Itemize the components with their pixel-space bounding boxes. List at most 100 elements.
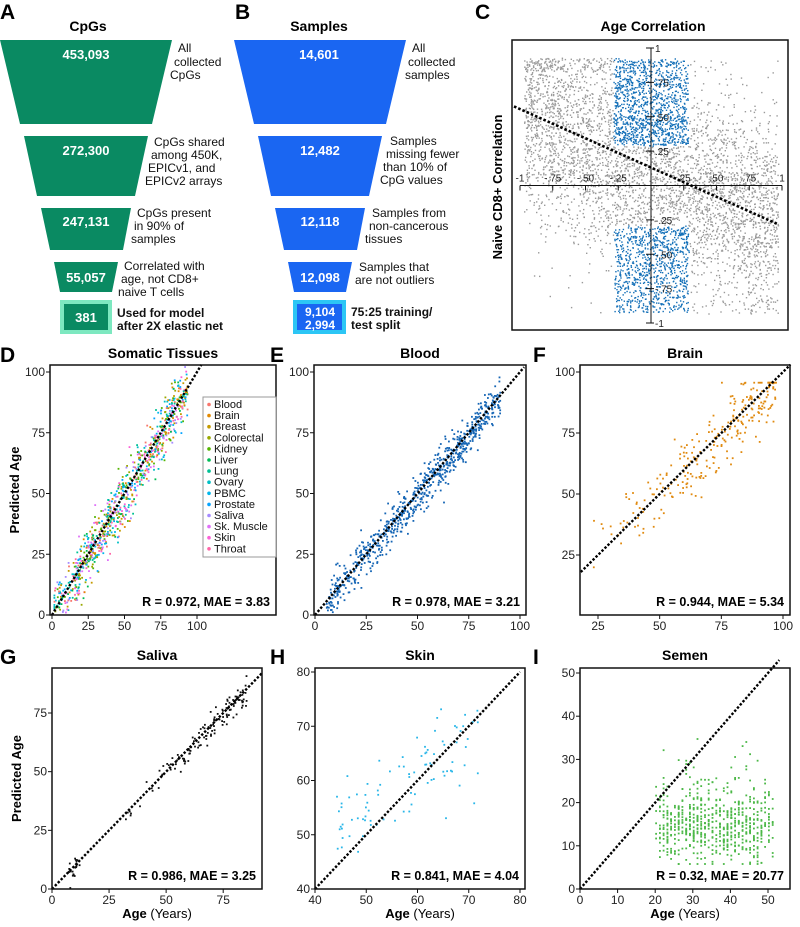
data-point (755, 223, 757, 225)
data-point (708, 209, 711, 211)
data-point (546, 224, 549, 226)
data-point (624, 204, 626, 206)
data-point (695, 143, 698, 146)
data-point (607, 165, 609, 167)
data-point (564, 168, 566, 170)
data-point (656, 264, 659, 266)
data-point (639, 212, 641, 214)
data-point (770, 175, 772, 178)
data-point (739, 226, 741, 228)
data-point (583, 196, 585, 198)
data-point (662, 207, 665, 209)
data-point (605, 192, 607, 195)
data-point (614, 130, 616, 132)
data-point (677, 264, 680, 266)
data-point (688, 190, 690, 192)
data-point (531, 138, 534, 141)
data-point (567, 105, 569, 107)
data-point (664, 117, 666, 120)
data-point (573, 174, 575, 176)
data-point (552, 172, 554, 175)
data-point (699, 230, 701, 232)
data-point (617, 71, 619, 74)
data-point (727, 129, 729, 132)
data-point (717, 236, 719, 238)
data-point (655, 232, 657, 234)
data-point (575, 73, 577, 76)
data-point (698, 208, 700, 210)
data-point (570, 306, 573, 309)
data-point (539, 275, 541, 278)
data-point (524, 142, 526, 144)
data-point (765, 264, 767, 267)
data-point (622, 194, 624, 197)
data-point (638, 99, 640, 101)
data-point (683, 120, 685, 123)
data-point (759, 122, 761, 125)
data-point (664, 140, 666, 143)
data-point (578, 59, 580, 62)
data-point (538, 98, 540, 100)
data-point (558, 164, 560, 166)
data-point (615, 76, 617, 78)
data-point (764, 155, 766, 158)
data-point (714, 137, 716, 139)
data-point (754, 237, 757, 239)
data-point (771, 234, 773, 236)
data-point (660, 265, 662, 268)
data-point (760, 214, 763, 217)
data-point (710, 186, 713, 188)
data-point (745, 172, 747, 174)
data-point (640, 252, 643, 254)
data-point (637, 60, 640, 63)
data-point (716, 189, 719, 191)
data-point (663, 202, 665, 204)
data-point (580, 71, 582, 73)
data-point (578, 222, 580, 224)
data-point (739, 128, 742, 130)
data-point (569, 275, 571, 277)
data-point (547, 94, 549, 96)
data-point (750, 153, 752, 155)
data-point (608, 119, 610, 121)
data-point (733, 142, 735, 145)
data-point (615, 136, 617, 138)
data-point (700, 236, 702, 239)
data-point (570, 77, 572, 80)
data-point (572, 162, 575, 165)
data-point (549, 179, 551, 181)
data-point (541, 58, 543, 61)
data-point (530, 87, 532, 90)
data-point (572, 172, 574, 175)
data-point (681, 281, 683, 284)
data-point (701, 210, 703, 212)
data-point (541, 110, 543, 112)
data-point (768, 131, 770, 133)
data-point (626, 121, 628, 123)
data-point (691, 107, 693, 109)
data-point (671, 78, 673, 80)
data-point (554, 64, 557, 66)
data-point (628, 186, 631, 189)
data-point (750, 183, 752, 186)
data-point (649, 234, 651, 237)
data-point (545, 107, 547, 110)
data-point (564, 173, 566, 175)
data-point (681, 117, 683, 119)
data-point (773, 195, 776, 197)
data-point (669, 223, 671, 225)
data-point (558, 80, 560, 82)
data-point (660, 242, 663, 244)
data-point (601, 86, 603, 88)
data-point (687, 117, 689, 119)
data-point (721, 191, 723, 193)
data-point (579, 177, 582, 179)
data-point (736, 172, 738, 174)
data-point (678, 62, 680, 65)
data-point (618, 58, 620, 60)
data-point (687, 235, 689, 238)
data-point (671, 201, 673, 204)
data-point (544, 204, 546, 206)
data-point (598, 177, 600, 179)
data-point (596, 165, 599, 167)
